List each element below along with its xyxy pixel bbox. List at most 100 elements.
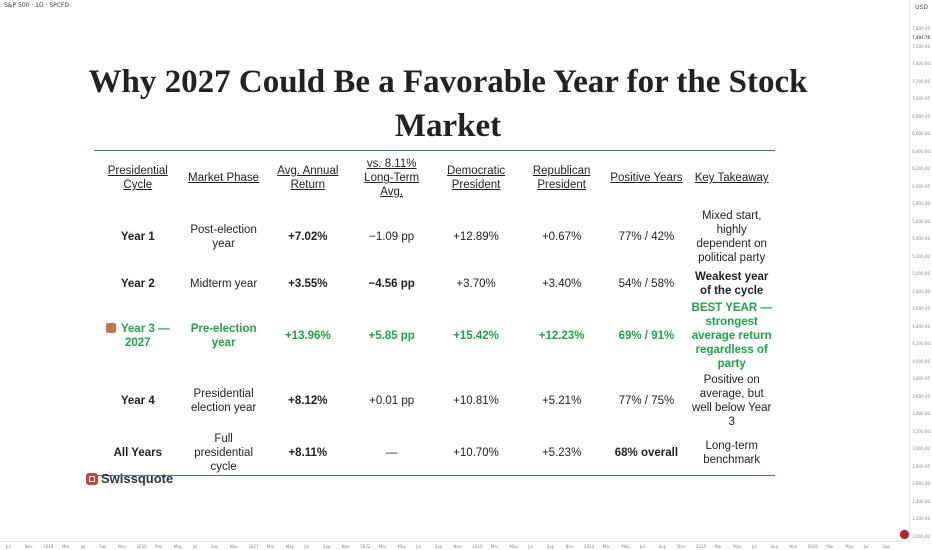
x-axis-tick: May (173, 544, 183, 549)
avg-return-cell: +13.96% (284, 330, 331, 342)
y-axis-tick: 4,600.00 (912, 306, 930, 311)
x-axis-tick: 2023 (472, 544, 483, 549)
y-axis-tick: 5,200.00 (912, 253, 930, 259)
x-axis-tick: Jul (751, 544, 757, 549)
x-axis-tick: Jul (80, 544, 86, 549)
x-axis-tick: Mar (155, 544, 163, 549)
x-axis-tick: Mar (714, 544, 723, 549)
y-axis-tick: 4,400.00 (912, 323, 930, 329)
x-axis-tick: Sep (434, 544, 443, 549)
header-presidential-cycle: Presidential Cycle (107, 165, 168, 191)
takeaway-cell: Long-term benchmark (703, 440, 761, 466)
table-row-highlighted: Year 3 — 2027 Pre-election year +13.96% … (94, 301, 775, 371)
democratic-cell: +10.81% (453, 395, 499, 407)
x-axis-tick: Jul (639, 544, 645, 549)
positive-years-cell: 54% / 58% (618, 278, 675, 290)
republican-cell: +12.23% (538, 330, 585, 342)
y-axis-tick: 4,000.00 (912, 358, 930, 364)
x-axis-tick: 2021 (248, 544, 259, 549)
x-axis-tick: Nov (453, 544, 462, 549)
y-axis-tick: 7,200.00 (912, 78, 930, 84)
x-axis-tick: Nov (117, 544, 126, 549)
x-axis-tick: Sep (99, 544, 107, 549)
y-axis-tick: 4,200.00 (912, 341, 930, 346)
y-axis-tick: 2,800.00 (912, 463, 930, 469)
x-axis-tick: 2022 (360, 544, 371, 549)
x-axis-tick: Mar (490, 544, 499, 549)
cycle-cell: All Years (113, 447, 162, 459)
phase-cell: Pre-election year (190, 323, 257, 349)
x-axis-tick: 2020 (136, 544, 147, 549)
x-axis-tick: Jul (6, 544, 11, 549)
x-axis-tick: Nov (229, 544, 238, 549)
republican-cell: +3.40% (541, 278, 582, 290)
table-row: All Years Full presidential cycle +8.11%… (94, 431, 775, 476)
header-positive-years: Positive Years (610, 172, 683, 184)
x-axis-tick: May (509, 544, 518, 549)
vs-avg-cell: — (385, 447, 398, 459)
phase-cell: Post-election year (190, 224, 257, 250)
time-axis[interactable]: Jul Nov 2019 Mar Jul Sep Nov 2020 Mar May Jul Sep No… (0, 541, 910, 550)
takeaway-cell: Positive on average, but well below Year… (692, 374, 772, 428)
x-axis-tick: Nov (341, 544, 350, 549)
x-axis-tick: May (845, 544, 854, 549)
header-republican-president: Republican President (532, 165, 591, 191)
phase-cell: Midterm year (190, 278, 258, 290)
phase-cell: Full presidential cycle (194, 433, 254, 473)
x-axis-tick: Nov (24, 544, 33, 549)
x-axis-tick: Nov (789, 544, 797, 549)
y-axis-tick: 3,800.00 (912, 376, 930, 381)
vs-avg-cell: −4.56 pp (368, 278, 415, 290)
x-axis-tick: Sep (322, 544, 331, 549)
avg-return-cell: +8.12% (288, 395, 328, 407)
brand-name: Swissquote (101, 471, 174, 486)
x-axis-tick: Sep (770, 544, 779, 549)
x-axis-tick: Jul (863, 544, 869, 549)
x-axis-tick: 2026 (807, 544, 818, 549)
x-axis-tick: Jul (416, 544, 422, 549)
x-axis-tick: Sep (211, 544, 219, 549)
y-axis-tick: 4,800.00 (912, 288, 930, 294)
y-axis-tick: 2,200.00 (912, 516, 930, 521)
takeaway-cell: Weakest year of the cycle (695, 271, 769, 297)
takeaway-cell: Mixed start, highly dependent on politic… (696, 210, 767, 264)
table-header-row: Presidential Cycle Market Phase Avg. Ann… (94, 151, 775, 208)
x-axis-tick: Mar (267, 544, 275, 549)
y-axis-tick: 5,600.00 (912, 218, 930, 224)
x-axis-tick: 2025 (695, 544, 707, 549)
y-axis-tick: 6,800.00 (912, 113, 930, 119)
y-axis-tick: 3,000.00 (912, 446, 930, 451)
x-axis-tick: 2019 (43, 544, 54, 549)
y-axis-tick: 2,600.00 (912, 481, 930, 486)
democratic-cell: +10.70% (453, 447, 499, 459)
x-axis-tick: Jul (528, 544, 533, 549)
x-axis-tick: Nov (565, 544, 574, 549)
republican-cell: +0.67% (541, 231, 582, 243)
y-axis-tick: 7,600.00 (912, 43, 930, 49)
header-democratic-president: Democratic President (446, 165, 506, 191)
price-axis[interactable]: USD 7,491.76 7,800.00 7,600.00 7,400.00 7,2… (909, 0, 932, 542)
y-axis-tick: 2,000.00 (912, 533, 930, 539)
x-axis-tick: Jul (304, 544, 310, 549)
x-axis-tick: Sep (658, 544, 667, 549)
y-axis-tick: 3,400.00 (912, 411, 930, 416)
cycle-cell: Year 3 — 2027 (94, 301, 182, 371)
pointing-hand-icon (106, 323, 116, 333)
cycle-label: Year 3 — 2027 (121, 323, 170, 349)
y-axis-tick: 5,000.00 (912, 271, 930, 276)
x-axis-tick: May (285, 544, 294, 549)
cycle-cell: Year 1 (120, 231, 155, 243)
x-axis-tick: Mar (602, 544, 611, 549)
y-axis-tick: 6,000.00 (912, 183, 930, 189)
vs-avg-cell: +5.85 pp (368, 330, 415, 342)
y-axis-tick: 5,400.00 (912, 236, 930, 241)
x-axis-tick: Mar (61, 544, 70, 549)
y-axis-tick: 7,800.00 (912, 26, 930, 31)
y-axis-tick: 3,600.00 (912, 393, 930, 399)
brand-logo: Swissquote (86, 471, 173, 486)
x-axis-tick: Sep (882, 544, 890, 549)
y-axis-tick: 5,800.00 (912, 201, 930, 206)
table-row: Year 4 Presidential election year +8.12%… (94, 371, 775, 431)
positive-years-cell: 69% / 91% (618, 330, 675, 342)
x-axis-tick: May (397, 544, 406, 549)
